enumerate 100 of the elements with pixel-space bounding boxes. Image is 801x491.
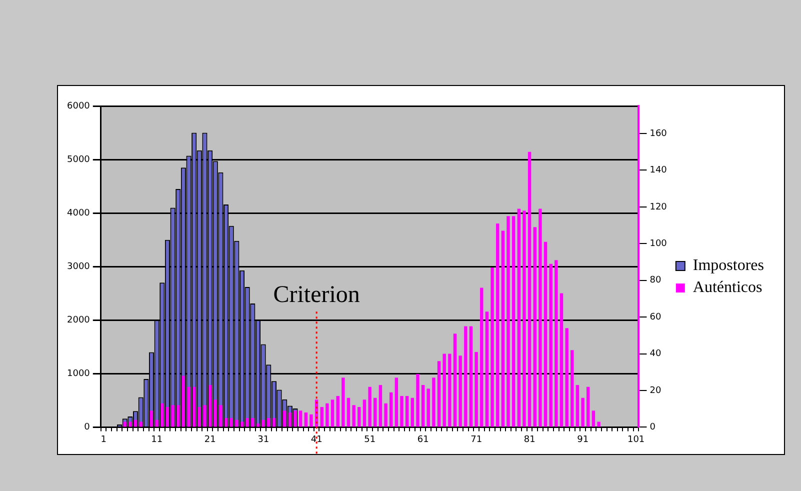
bar: [416, 374, 420, 427]
bar: [362, 400, 366, 427]
bar: [230, 418, 233, 427]
bar: [453, 334, 457, 427]
x-tick-label: 1: [100, 434, 106, 445]
bar: [544, 242, 548, 427]
bar: [597, 422, 600, 427]
bar: [517, 208, 521, 427]
bar: [496, 223, 500, 427]
x-tick-label: 41: [310, 434, 322, 445]
bar: [421, 384, 425, 427]
bar: [592, 410, 596, 427]
bar: [219, 405, 222, 427]
y-tick-label: 1000: [67, 369, 90, 380]
y-tick-label: 6000: [67, 101, 90, 112]
bar: [384, 403, 388, 427]
bar: [480, 288, 484, 427]
bar: [352, 405, 356, 427]
x-tick-label: 31: [258, 434, 270, 445]
bar: [581, 398, 584, 427]
bar: [586, 386, 590, 427]
bar: [570, 350, 574, 427]
bar: [166, 407, 170, 427]
bar: [565, 328, 568, 427]
bar: [538, 208, 542, 427]
bar: [432, 378, 436, 427]
bar: [405, 396, 409, 427]
y2-tick-label: 140: [650, 166, 668, 176]
bar: [198, 407, 202, 427]
bar: [474, 352, 478, 427]
bar: [374, 398, 377, 427]
bar: [448, 354, 452, 427]
y2-tick-label: 120: [650, 202, 668, 212]
bar: [342, 378, 345, 427]
bar: [490, 268, 494, 427]
bar: [182, 376, 186, 427]
bar: [528, 152, 532, 427]
x-tick-label: 71: [470, 434, 482, 445]
bar: [437, 361, 441, 427]
y-tick-label: 2000: [67, 315, 90, 326]
bar: [410, 398, 414, 427]
bar: [267, 418, 270, 427]
bar: [378, 384, 382, 427]
bar: [533, 227, 536, 427]
y2-tick-label: 60: [650, 312, 662, 322]
legend-label: Auténticos: [692, 279, 762, 296]
bar: [522, 210, 526, 427]
bar: [155, 420, 158, 427]
x-tick-label: 81: [524, 434, 536, 445]
bar: [224, 418, 228, 427]
bar: [320, 407, 324, 427]
bar: [549, 264, 552, 427]
legend-label: Impostores: [692, 257, 764, 274]
bar: [235, 420, 238, 427]
y-tick-label: 0: [84, 422, 90, 433]
y-tick-label: 5000: [67, 154, 90, 165]
bar: [501, 230, 505, 427]
y2-tick-label: 100: [650, 239, 668, 249]
bar: [358, 407, 361, 427]
bar: [560, 293, 564, 427]
bar: [176, 405, 180, 427]
bar: [464, 326, 468, 427]
bar: [485, 312, 489, 427]
bar: [368, 386, 372, 427]
bar: [310, 414, 313, 427]
x-tick-label: 51: [364, 434, 376, 445]
bar: [576, 384, 580, 427]
bar: [246, 418, 249, 427]
bar: [512, 216, 516, 427]
bar: [214, 400, 217, 427]
bar: [272, 418, 276, 427]
y2-tick-label: 40: [650, 349, 662, 360]
x-tick-label: 21: [204, 434, 216, 445]
y2-tick-label: 80: [650, 276, 662, 286]
ref-line-label: Criterion: [273, 282, 360, 308]
bar: [187, 386, 190, 427]
bar: [304, 412, 308, 427]
y2-tick-label: 0: [650, 422, 656, 433]
bar: [469, 326, 473, 427]
bar: [442, 354, 446, 427]
bar: [400, 396, 404, 427]
bar: [394, 378, 398, 427]
bar: [160, 403, 164, 427]
bar: [390, 392, 393, 427]
bar: [326, 403, 329, 427]
bar: [171, 405, 174, 427]
bar: [240, 422, 244, 427]
x-tick-label: 61: [417, 434, 429, 445]
x-tick-label: 101: [627, 434, 645, 445]
y-tick-label: 4000: [67, 208, 90, 218]
bar: [346, 398, 350, 427]
bar: [262, 420, 265, 427]
x-tick-label: 11: [151, 434, 163, 445]
bar: [330, 400, 334, 427]
bar: [192, 386, 196, 427]
x-tick-label: 91: [577, 434, 589, 445]
y2-tick-label: 160: [650, 128, 668, 139]
bar: [251, 418, 254, 427]
bar: [506, 216, 510, 427]
bar: [336, 396, 340, 427]
